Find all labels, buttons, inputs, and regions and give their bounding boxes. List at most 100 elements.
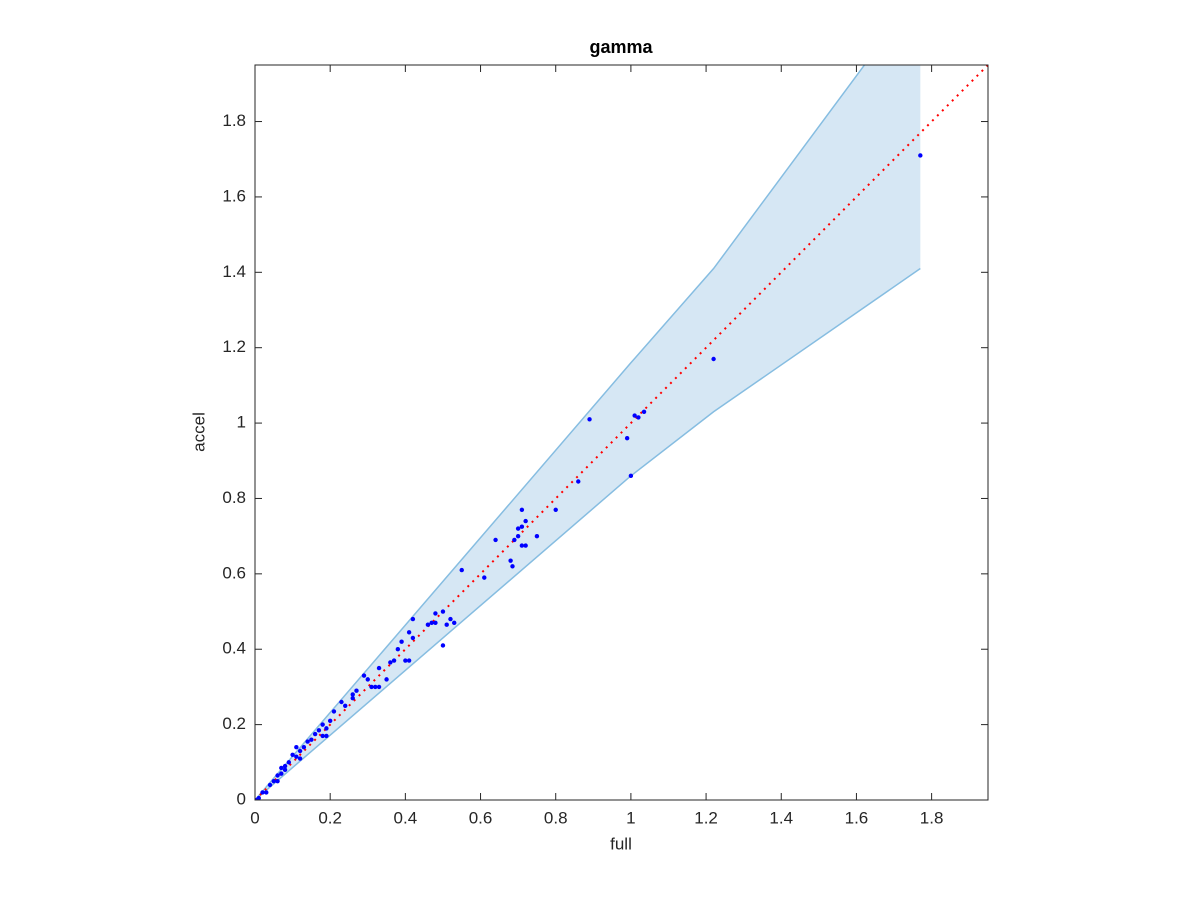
x-tick-label: 1.6 (845, 808, 869, 827)
y-axis-label: accel (189, 412, 208, 452)
data-point (282, 767, 288, 773)
data-point (286, 760, 292, 765)
data-point (290, 752, 295, 757)
data-point (264, 790, 269, 795)
data-point (403, 658, 408, 663)
band-upper-line (255, 65, 866, 800)
data-point (641, 409, 647, 414)
data-point (448, 616, 453, 622)
y-tick-label: 1 (237, 413, 246, 432)
data-point (918, 153, 923, 158)
data-point (632, 413, 637, 418)
x-tick-label: 0.4 (394, 808, 418, 827)
data-point (384, 677, 389, 682)
y-tick-label: 1.2 (222, 337, 246, 356)
data-point (452, 620, 457, 626)
data-point (279, 765, 284, 771)
data-point (339, 699, 344, 705)
data-point (260, 790, 265, 795)
data-point (440, 643, 446, 648)
data-point (519, 524, 525, 529)
data-point (324, 733, 329, 739)
data-point (587, 417, 592, 422)
data-point (553, 507, 558, 512)
data-point (369, 684, 374, 690)
x-tick-label: 0.6 (469, 808, 493, 827)
data-point (279, 771, 284, 776)
data-point (482, 575, 487, 580)
axes-box (254, 64, 989, 801)
data-point (711, 356, 716, 362)
data-point (410, 635, 416, 641)
data-point (519, 543, 525, 548)
data-point (576, 479, 581, 484)
data-point (515, 526, 521, 531)
data-point (327, 718, 333, 724)
y-tick-label: 1.4 (222, 262, 246, 281)
x-tick-label: 0.2 (318, 808, 342, 827)
data-point (297, 756, 303, 761)
data-point (433, 620, 438, 626)
data-point (361, 673, 367, 678)
data-point (354, 688, 359, 693)
data-point (294, 745, 299, 750)
data-point (493, 537, 498, 543)
data-point (309, 737, 314, 742)
confidence-band (255, 65, 921, 800)
data-point (350, 692, 355, 697)
data-point (373, 684, 378, 690)
y-tick-label: 0 (237, 789, 246, 808)
x-axis-label: full (610, 834, 632, 853)
y-tick-label: 0.8 (222, 488, 246, 507)
data-point (301, 745, 307, 750)
reference-line (255, 65, 988, 800)
data-point (444, 622, 449, 627)
data-point (320, 733, 325, 739)
data-point (376, 684, 382, 690)
data-point (282, 763, 288, 769)
y-tick-label: 0.2 (222, 714, 246, 733)
data-point (320, 722, 325, 727)
data-point (388, 660, 393, 665)
data-point (316, 728, 322, 733)
data-point (343, 703, 348, 708)
x-tick-label: 0.8 (544, 808, 568, 827)
x-tick-label: 1.4 (769, 808, 793, 827)
data-point (331, 709, 337, 714)
data-point (429, 620, 434, 626)
data-point (297, 748, 303, 754)
data-point (399, 639, 404, 644)
x-tick-label: 1.8 (920, 808, 944, 827)
data-point (510, 564, 515, 569)
data-point (636, 415, 641, 420)
data-point (294, 754, 299, 759)
data-point (624, 435, 630, 441)
data-point (350, 696, 355, 701)
data-point (410, 616, 416, 622)
data-point (519, 507, 525, 512)
chart-title: gamma (589, 37, 653, 57)
data-point (459, 567, 464, 573)
y-tick-label: 0.6 (222, 563, 246, 582)
data-point (508, 558, 513, 563)
data-point (312, 731, 318, 737)
data-point (271, 778, 276, 784)
data-point (425, 622, 431, 627)
data-point (275, 778, 280, 784)
data-point (267, 782, 273, 788)
data-point (515, 533, 521, 539)
y-tick-label: 0.4 (222, 639, 246, 658)
data-point (440, 609, 446, 614)
data-point (534, 533, 540, 539)
data-point (406, 658, 412, 663)
data-point (365, 677, 370, 682)
data-point (324, 726, 329, 731)
data-point (628, 473, 634, 479)
x-tick-label: 1.2 (694, 808, 718, 827)
data-point (255, 797, 260, 800)
data-point (391, 658, 397, 663)
data-point (512, 537, 517, 543)
data-point (523, 518, 528, 524)
data-point (523, 543, 528, 548)
